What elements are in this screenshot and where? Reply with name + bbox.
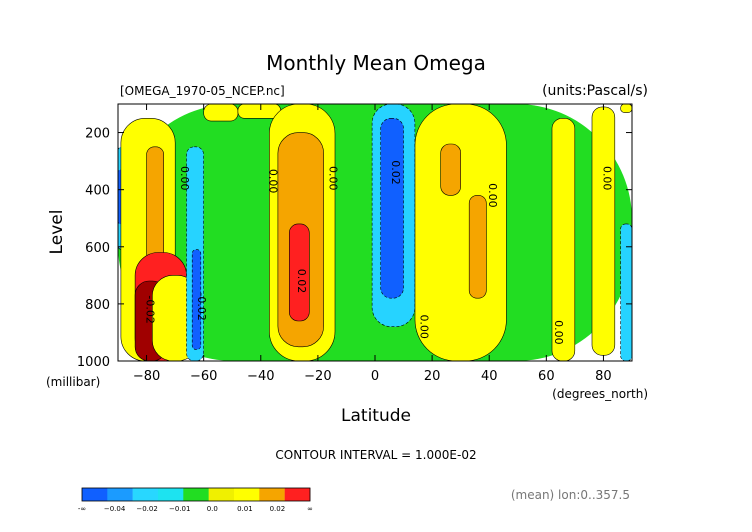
contour-region <box>591 106 616 356</box>
colorbar-label: ∞ <box>307 505 313 513</box>
colorbar: -∞ −0.04 −0.02 −0.01 0.0 0.01 0.02 ∞ <box>78 487 313 513</box>
contour-label: 0.02 <box>295 269 308 294</box>
y-axis-label: Level <box>47 210 67 255</box>
x-tick-label: −40 <box>247 369 274 384</box>
contour-label: 0.02 <box>389 160 402 185</box>
colorbar-label: −0.04 <box>104 505 126 513</box>
colorbar-label: 0.01 <box>237 505 253 513</box>
y-axis-ticks: 200 400 600 800 1000 <box>77 127 632 370</box>
contour-region <box>146 146 165 262</box>
contour-interval: CONTOUR INTERVAL = 1.000E-02 <box>275 448 476 462</box>
colorbar-label: 0.0 <box>207 505 218 513</box>
colorbar-label: −0.02 <box>136 505 157 513</box>
x-tick-label: 20 <box>424 369 441 384</box>
contour-label: 0.00 <box>552 320 565 345</box>
contour-label: 0.00 <box>266 169 279 194</box>
chart-title: Monthly Mean Omega <box>266 51 486 75</box>
x-tick-label: 60 <box>538 369 555 384</box>
x-tick-label: −80 <box>133 369 160 384</box>
colorbar-swatch <box>107 488 133 501</box>
y-tick-label: 200 <box>85 127 110 142</box>
file-label: [OMEGA_1970-05_NCEP.nc] <box>120 84 285 98</box>
colorbar-label: -∞ <box>78 505 86 513</box>
footer-note: (mean) lon:0..357.5 <box>511 488 630 502</box>
contour-label: 0.00 <box>326 166 339 191</box>
y-tick-label: 600 <box>85 241 110 256</box>
contour-region <box>620 103 633 113</box>
contour-region <box>468 195 487 299</box>
x-tick-label: 0 <box>371 369 379 384</box>
x-axis-label: Latitude <box>341 406 411 426</box>
x-tick-label: 40 <box>481 369 498 384</box>
plot-area <box>117 103 633 362</box>
x-tick-label: −60 <box>190 369 217 384</box>
colorbar-swatch <box>82 488 108 501</box>
contour-label: 0.00 <box>418 314 431 339</box>
colorbar-swatch <box>158 488 184 501</box>
colorbar-swatch <box>284 488 311 501</box>
x-axis-ticks: −80 −60 −40 −20 0 20 40 60 80 <box>133 104 612 384</box>
x-tick-label: 80 <box>595 369 612 384</box>
contour-label: 0.00 <box>178 166 191 191</box>
colorbar-label: 0.02 <box>270 505 286 513</box>
colorbar-swatch <box>208 488 235 501</box>
x-axis-unit: (degrees_north) <box>552 387 648 401</box>
colorbar-swatch <box>259 488 285 501</box>
colorbar-frame <box>81 487 311 502</box>
colorbar-label: −0.01 <box>169 505 190 513</box>
contour-region <box>440 143 462 196</box>
contour-region <box>191 249 202 350</box>
units-label: (units:Pascal/s) <box>542 83 648 99</box>
contour-label: 0.00 <box>486 183 499 208</box>
contour-label: -0.02 <box>195 292 208 320</box>
y-tick-label: 800 <box>85 298 110 313</box>
contour-labels: 0.00 0.00 0.00 0.02 0.00 0.00 0.02 -0.02 -0.02 0.… <box>144 160 614 344</box>
x-tick-label: −20 <box>304 369 331 384</box>
y-axis-unit: (millibar) <box>46 375 100 389</box>
contour-region <box>380 118 404 299</box>
y-tick-label: 400 <box>85 184 110 199</box>
y-tick-label: 1000 <box>77 355 110 370</box>
contour-region <box>288 223 310 322</box>
colorbar-swatch <box>183 488 209 501</box>
contour-region <box>203 103 239 122</box>
colorbar-swatch <box>234 488 260 501</box>
contour-region <box>620 223 633 362</box>
contour-label: -0.02 <box>144 295 157 323</box>
contour-region <box>237 103 281 119</box>
contour-label: 0.00 <box>600 166 613 191</box>
colorbar-swatch <box>132 488 159 501</box>
